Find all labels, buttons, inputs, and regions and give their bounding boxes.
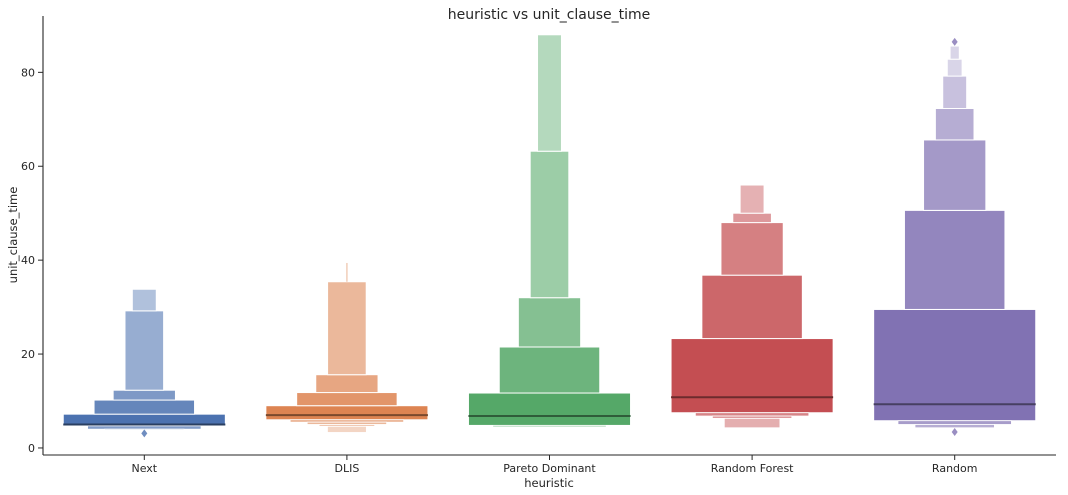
- boxen-group-1: [265, 262, 429, 433]
- x-axis-label: heuristic: [524, 476, 574, 490]
- boxen-tail-box: [897, 420, 1012, 425]
- outlier-point: [951, 37, 958, 46]
- y-tick-label: 80: [21, 66, 35, 79]
- boxen-box: [131, 288, 157, 312]
- boxen-box: [529, 150, 570, 299]
- boxen-box: [732, 212, 772, 224]
- boxen-box: [327, 281, 367, 376]
- x-tick-label: DLIS: [334, 462, 359, 475]
- chart-title: heuristic vs unit_clause_time: [448, 7, 651, 23]
- boxen-box: [701, 274, 803, 340]
- boxen-tail-box: [914, 424, 995, 429]
- boxen-tail-box: [87, 425, 202, 430]
- boxen-box: [296, 392, 398, 407]
- boxen-box: [112, 389, 176, 401]
- boxen-box: [949, 45, 960, 60]
- boxen-tail-box: [723, 417, 781, 429]
- boxen-group-3: [670, 184, 834, 429]
- boxen-box: [467, 392, 632, 426]
- y-tick-label: 0: [28, 442, 35, 455]
- x-tick-label: Pareto Dominant: [503, 462, 596, 475]
- outlier-point: [951, 427, 958, 436]
- boxen-box: [517, 297, 582, 348]
- boxen-box: [903, 209, 1006, 310]
- boxen-box: [670, 338, 834, 414]
- boxen-tail-box: [694, 412, 810, 417]
- boxen-group-2: [467, 34, 632, 428]
- x-tick-label: Random: [932, 462, 978, 475]
- boxen-box: [315, 374, 379, 394]
- y-axis-label: unit_clause_time: [6, 187, 20, 284]
- boxen-box: [124, 310, 165, 391]
- boxen-tail-box: [492, 425, 607, 428]
- y-tick-label: 40: [21, 254, 35, 267]
- boxen-box: [265, 405, 429, 421]
- boxen-box: [720, 222, 784, 276]
- boxen-tail-box: [327, 425, 367, 433]
- y-tick-label: 60: [21, 160, 35, 173]
- boxen-box: [873, 308, 1037, 422]
- boxen-box: [739, 184, 765, 214]
- y-tick-label: 20: [21, 348, 35, 361]
- boxen-box: [498, 346, 601, 394]
- boxen-group-4: [873, 37, 1037, 436]
- boxen-box: [537, 34, 562, 152]
- boxen-box: [942, 75, 968, 109]
- boxen-box: [923, 139, 987, 211]
- boxen-box: [946, 58, 963, 77]
- outlier-point: [141, 429, 148, 438]
- boxen-box: [93, 399, 196, 415]
- boxen-group-0: [62, 288, 226, 438]
- x-tick-label: Next: [131, 462, 157, 475]
- x-tick-label: Random Forest: [711, 462, 794, 475]
- boxen-box: [934, 107, 975, 141]
